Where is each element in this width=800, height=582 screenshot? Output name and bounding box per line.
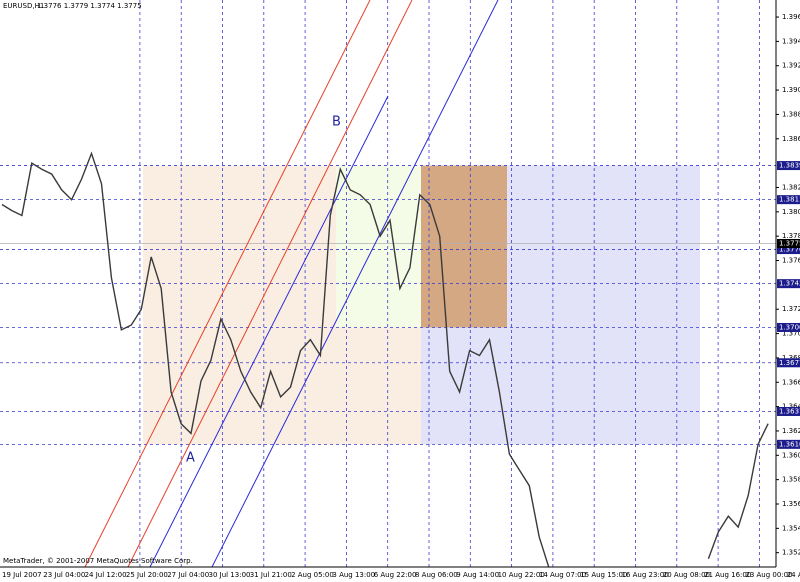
x-tick-label: 15 Aug 15:00 xyxy=(580,571,627,579)
grid xyxy=(0,0,776,567)
x-tick-label: 23 Jul 04:00 xyxy=(43,571,85,579)
price-series xyxy=(1,151,769,567)
zone xyxy=(336,165,421,328)
level-label: 1.3706 xyxy=(779,323,800,331)
level-label-box xyxy=(777,245,800,255)
x-tick-label: 3 Aug 13:00 xyxy=(332,571,375,579)
x-tick-label: 30 Jul 13:00 xyxy=(209,571,251,579)
level-label: 1.3637 xyxy=(779,407,800,415)
level-label-box xyxy=(777,358,800,368)
level-label-box xyxy=(777,439,800,449)
x-tick-label: 24 Aug 08:00 xyxy=(787,571,800,579)
x-tick-label: 25 Jul 20:00 xyxy=(126,571,168,579)
x-tick-label: 24 Jul 12:00 xyxy=(85,571,127,579)
channel-line xyxy=(127,0,413,567)
annotation: B xyxy=(332,115,341,130)
level-label: 1.3610 xyxy=(779,440,800,448)
channel-lines xyxy=(84,0,499,567)
channel-line xyxy=(84,0,371,567)
channel-line xyxy=(211,0,499,567)
current-price-box xyxy=(777,238,800,248)
level-label-box xyxy=(777,406,800,416)
x-tick-label: 27 Jul 04:00 xyxy=(167,571,209,579)
footer: MetaTrader, © 2001-2007 MetaQuotes Softw… xyxy=(3,557,193,565)
level-label-box xyxy=(777,322,800,332)
current-price-label: 1.3775 xyxy=(779,239,800,247)
x-tick-label: 10 Aug 22:00 xyxy=(498,571,545,579)
x-tick-label: 21 Aug 16:00 xyxy=(704,571,751,579)
zones xyxy=(143,165,700,445)
x-tick-label: 23 Aug 00:00 xyxy=(745,571,792,579)
zone xyxy=(421,165,507,328)
level-label: 1.3770 xyxy=(779,246,800,254)
level-label-box xyxy=(777,279,800,289)
level-label: 1.3677 xyxy=(779,359,800,367)
price-line xyxy=(1,151,769,567)
level-label-box xyxy=(777,161,800,171)
x-tick-label: 9 Aug 14:00 xyxy=(456,571,499,579)
quote: 1.3776 1.3779 1.3774 1.3775 xyxy=(37,2,142,10)
x-tick-label: 19 Jul 2007 xyxy=(2,571,42,579)
x-tick-label: 2 Aug 05:00 xyxy=(291,571,334,579)
level-label-box xyxy=(777,195,800,205)
channel-line xyxy=(149,95,389,567)
x-tick-label: 14 Aug 07:00 xyxy=(539,571,586,579)
level-label: 1.3742 xyxy=(779,280,800,288)
level-label: 1.3839 xyxy=(779,162,800,170)
x-tick-label: 8 Aug 06:00 xyxy=(415,571,458,579)
x-tick-label: 31 Jul 21:00 xyxy=(250,571,292,579)
chart-title: EURUSD,H1 xyxy=(3,2,44,10)
x-tick-label: 20 Aug 08:00 xyxy=(663,571,710,579)
x-tick-label: 6 Aug 22:00 xyxy=(374,571,417,579)
x-tick-label: 16 Aug 23:00 xyxy=(622,571,669,579)
annotation: A xyxy=(186,451,195,466)
